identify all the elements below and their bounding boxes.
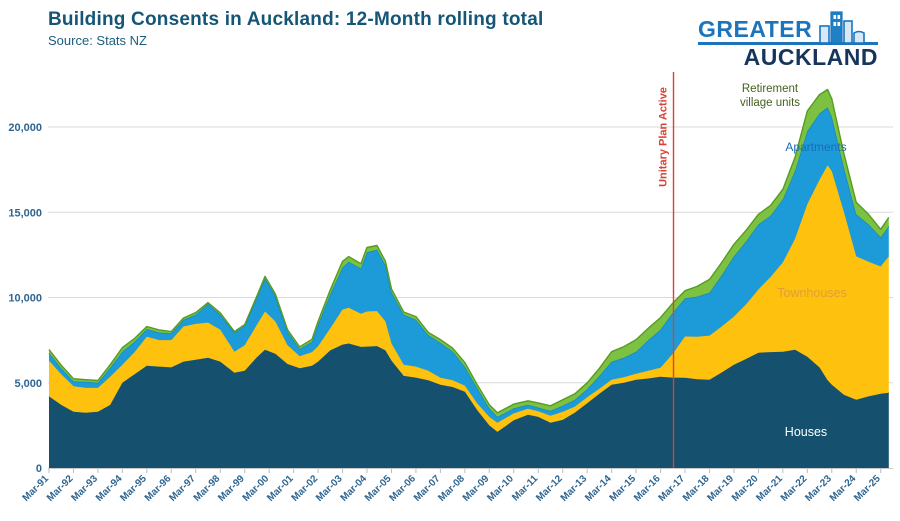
x-tick-label: Mar-10 bbox=[485, 473, 516, 504]
greater-auckland-logo: GREATER AUCKLAND bbox=[698, 9, 878, 70]
retirement-village-units-label-text: Retirement bbox=[742, 83, 799, 95]
townhouses-label-text: Townhouses bbox=[777, 286, 847, 300]
y-tick-label: 15,000 bbox=[8, 207, 42, 219]
x-tick-label: Mar-25 bbox=[852, 473, 883, 504]
x-axis-labels: Mar-91Mar-92Mar-93Mar-94Mar-95Mar-96Mar-… bbox=[21, 473, 884, 504]
page-title: Building Consents in Auckland: 12-Month … bbox=[48, 9, 544, 30]
city-buildings-icon bbox=[819, 11, 866, 43]
y-axis-labels: 0 5,000 10,000 15,000 20,000 bbox=[8, 122, 42, 475]
x-axis-ticks bbox=[48, 469, 882, 473]
apartments-label: Apartments bbox=[785, 140, 846, 154]
logo-text-auckland: AUCKLAND bbox=[743, 44, 878, 70]
logo-top-row: GREATER bbox=[698, 9, 878, 45]
y-tick-label: 0 bbox=[36, 463, 42, 475]
y-tick-label: 10,000 bbox=[8, 293, 42, 305]
logo-text-greater: GREATER bbox=[698, 16, 813, 42]
y-tick-label: 5,000 bbox=[14, 378, 42, 390]
retirement-village-units-edge bbox=[48, 88, 890, 414]
unitary-plan-label: Unitary Plan Active bbox=[658, 87, 670, 187]
chart-source: Source: Stats NZ bbox=[48, 33, 147, 48]
houses-label: Houses bbox=[785, 425, 827, 439]
townhouses-label: Townhouses bbox=[777, 286, 847, 300]
apartments-area bbox=[49, 107, 889, 423]
townhouses-area bbox=[49, 165, 889, 432]
stacked-areas bbox=[48, 88, 890, 468]
houses-area bbox=[49, 343, 889, 468]
retirement-village-units-label: Retirement village units bbox=[740, 83, 800, 109]
y-tick-label: 20,000 bbox=[8, 122, 42, 134]
retirement-village-units-label-text: village units bbox=[740, 97, 800, 109]
apartments-label-text: Apartments bbox=[785, 140, 846, 154]
houses-label-text: Houses bbox=[785, 425, 827, 439]
